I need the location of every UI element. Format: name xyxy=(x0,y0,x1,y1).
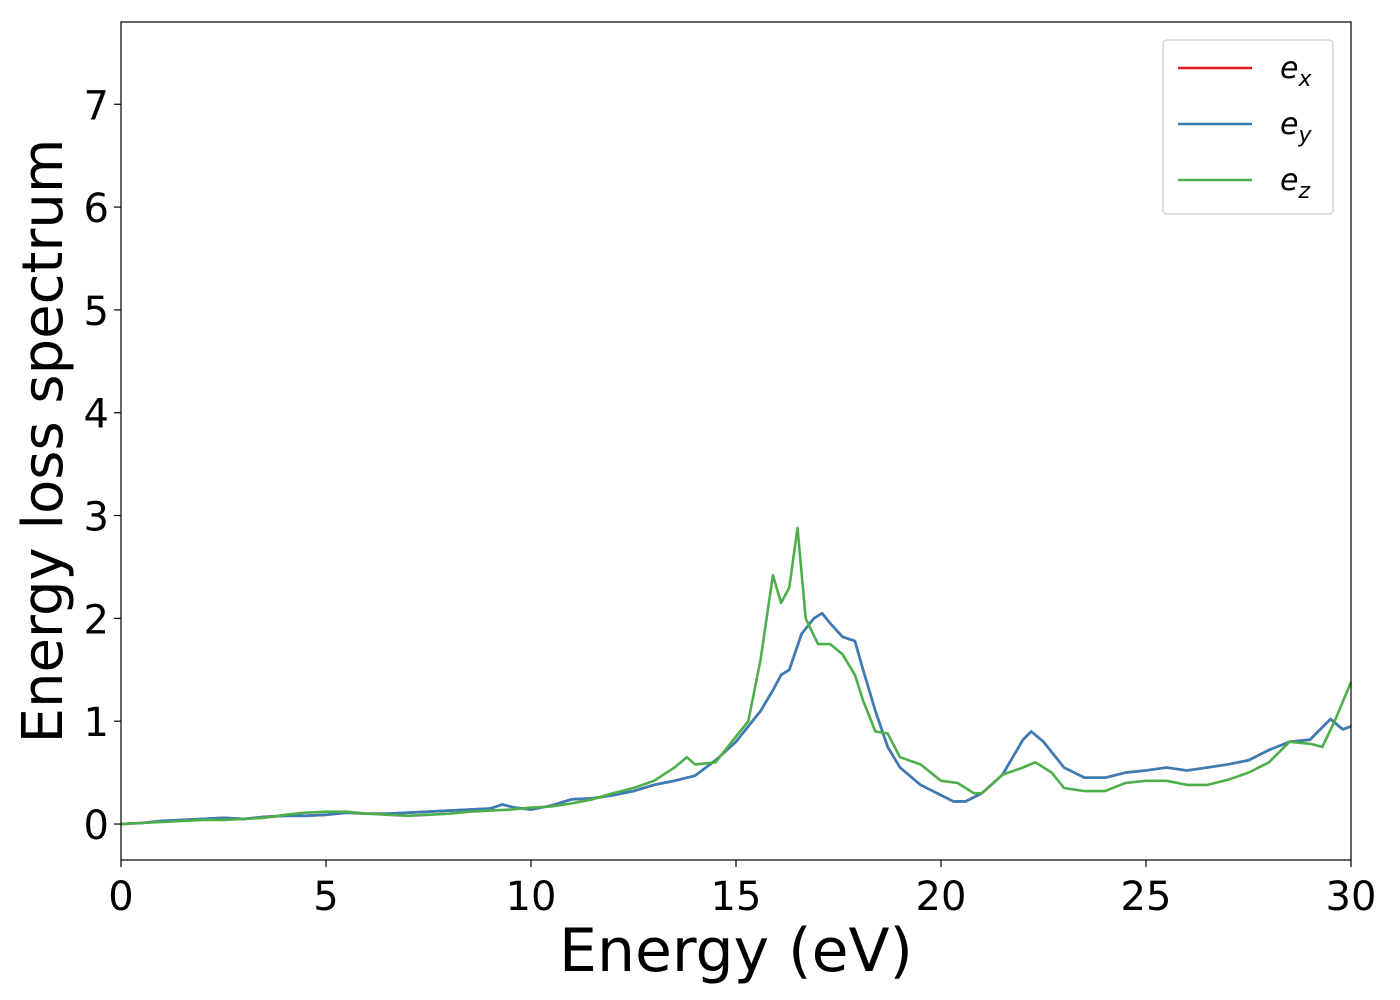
x-tick-label: 10 xyxy=(506,874,557,920)
y-axis: 0 1 2 3 4 5 6 7 xyxy=(84,83,121,849)
y-axis-label: Energy loss spectrum xyxy=(11,139,76,744)
x-tick-label: 20 xyxy=(916,874,967,920)
x-axis-label: Energy (eV) xyxy=(559,916,913,986)
y-tick-label: 4 xyxy=(84,392,109,438)
series-layer xyxy=(120,526,1353,826)
y-tick-label: 7 xyxy=(84,83,109,129)
x-tick-label: 15 xyxy=(711,874,762,920)
y-tick-label: 1 xyxy=(84,700,109,746)
series-line-e-z xyxy=(120,526,1353,826)
plot-area-background xyxy=(121,22,1351,860)
x-tick-label: 0 xyxy=(108,874,133,920)
y-tick-label: 5 xyxy=(84,289,109,335)
y-tick-label: 0 xyxy=(84,803,109,849)
legend: ex ey ez xyxy=(1162,39,1334,215)
legend-label-e-z: ez xyxy=(1280,163,1310,204)
x-axis: 0 5 10 15 20 25 30 xyxy=(108,860,1376,920)
legend-label-e-y: ey xyxy=(1280,107,1312,148)
x-tick-label: 30 xyxy=(1326,874,1377,920)
legend-label-e-x: ex xyxy=(1280,51,1312,92)
y-tick-label: 3 xyxy=(84,495,109,541)
legend-box xyxy=(1162,39,1334,215)
y-tick-label: 6 xyxy=(84,186,109,232)
x-tick-label: 25 xyxy=(1121,874,1172,920)
y-tick-label: 2 xyxy=(84,597,109,643)
x-tick-label: 5 xyxy=(313,874,338,920)
